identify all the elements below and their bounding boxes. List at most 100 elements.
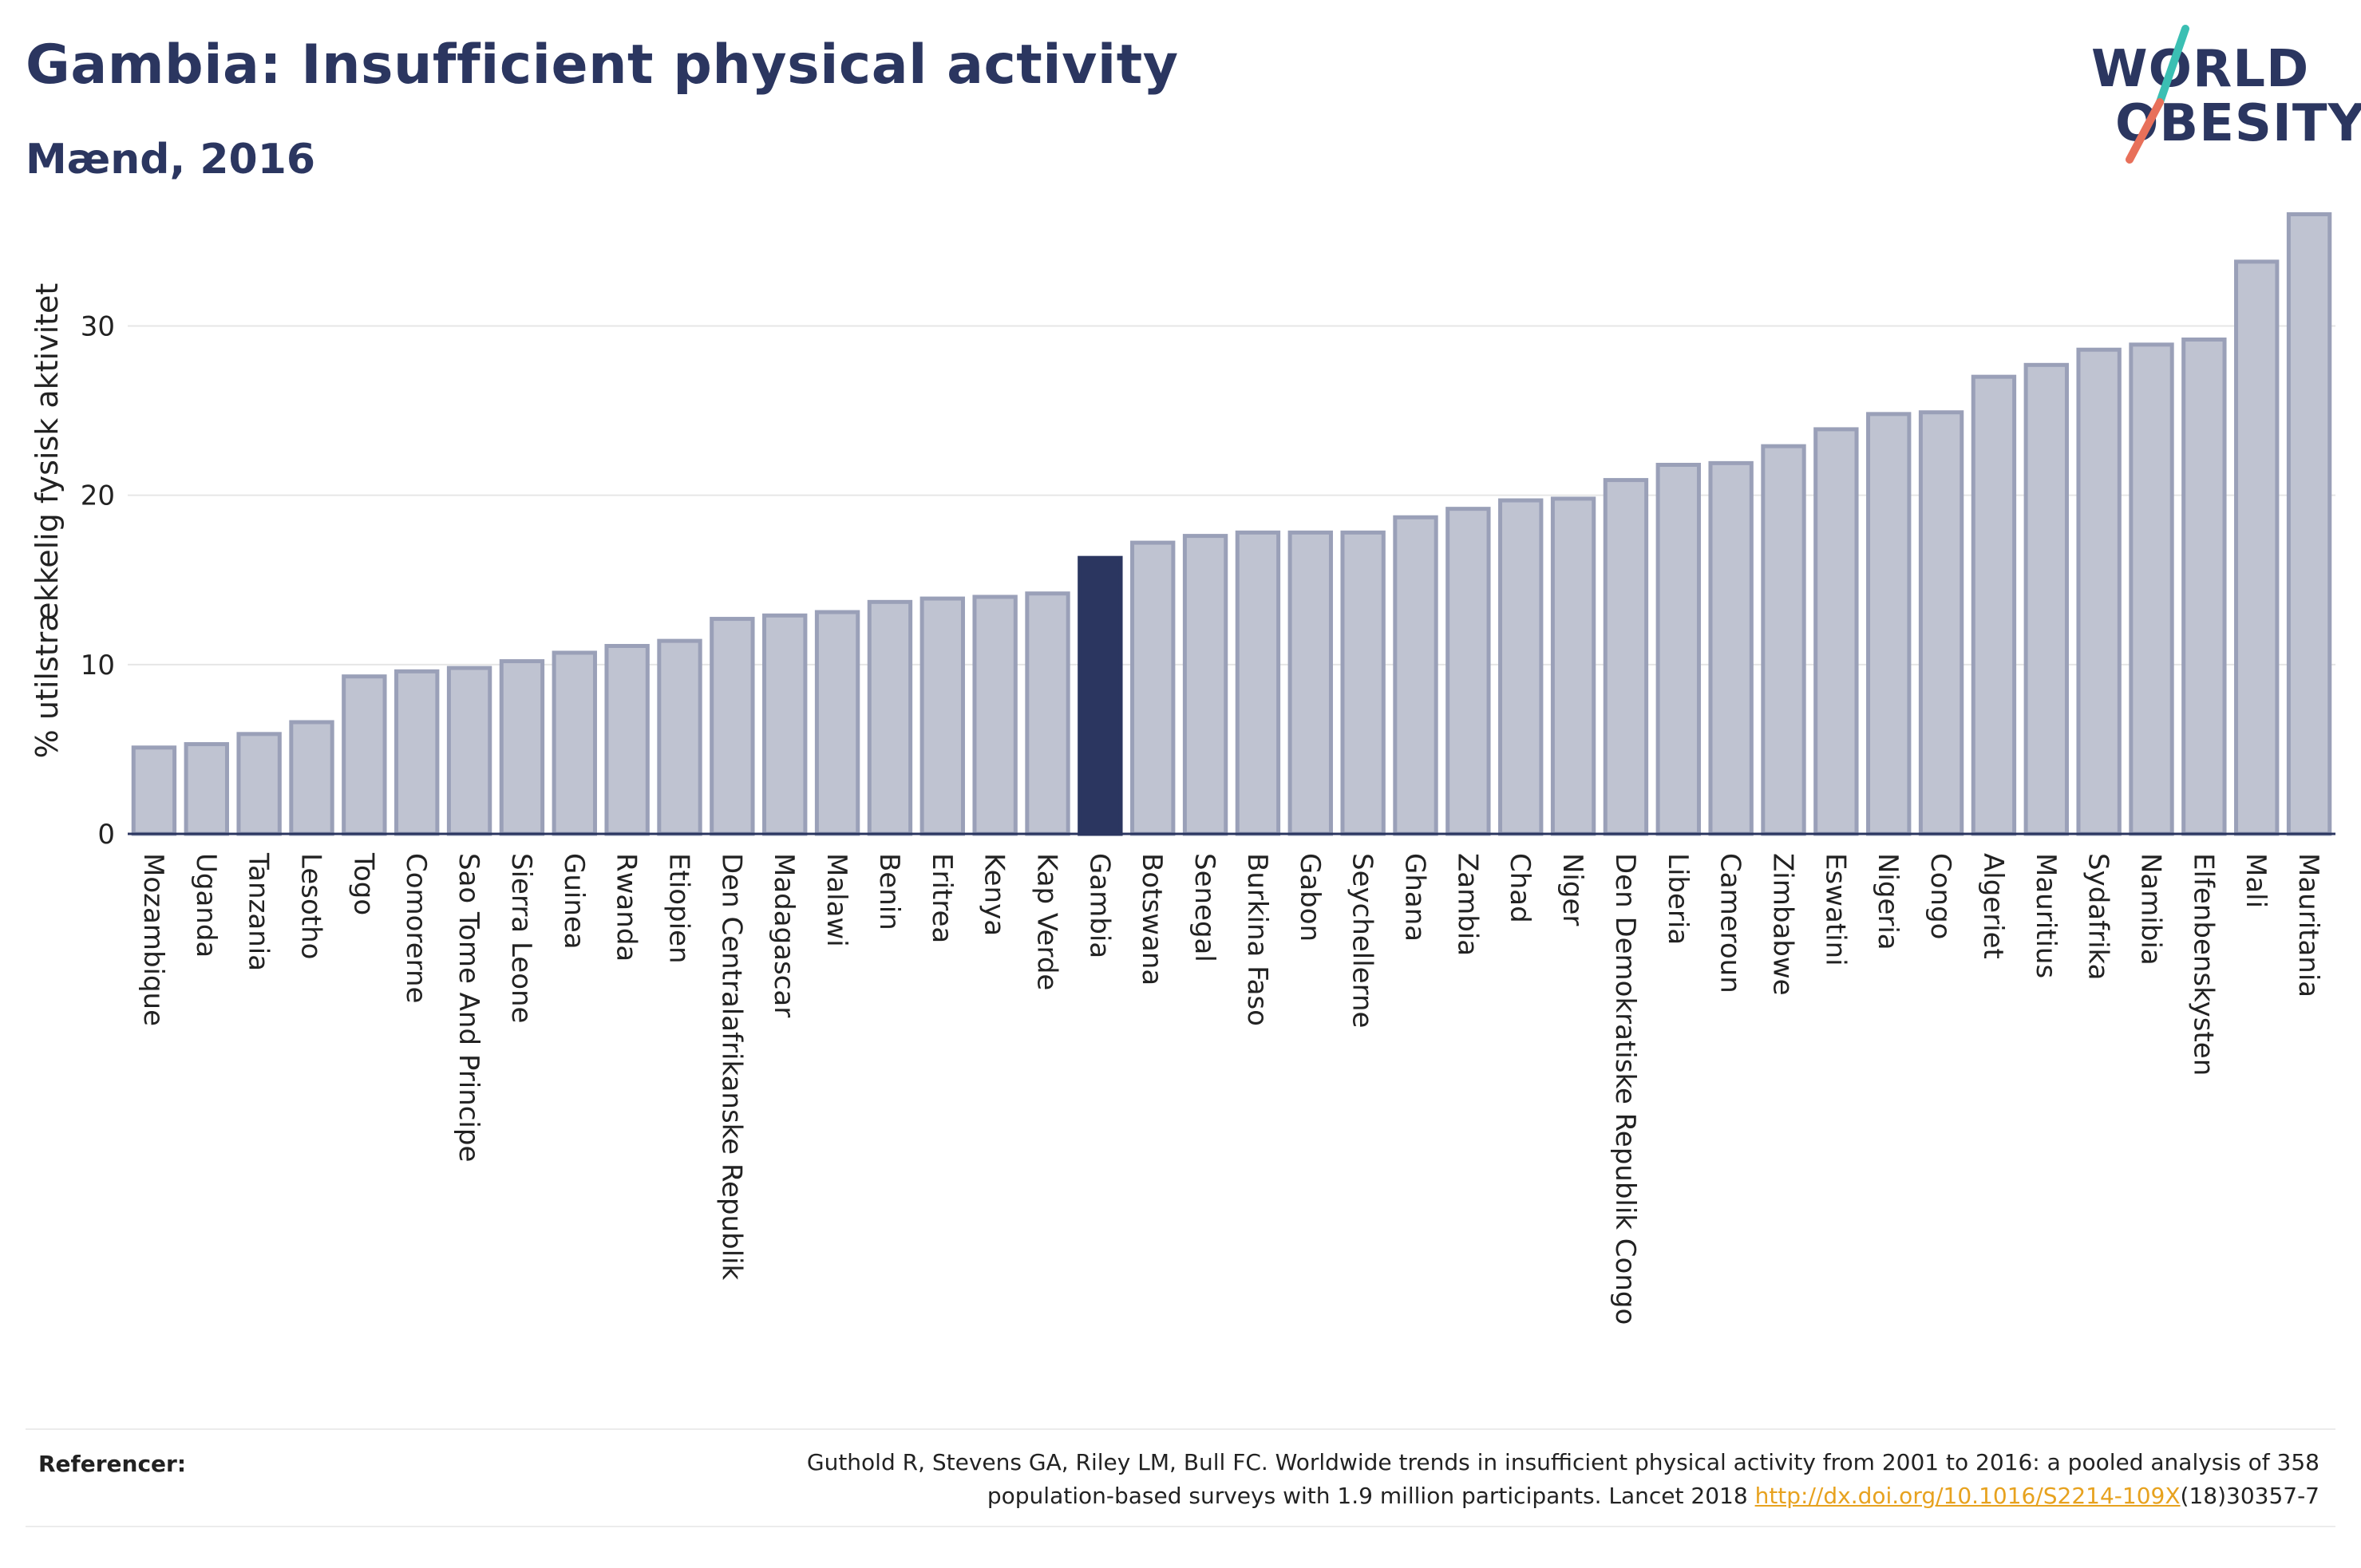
- bar: [1603, 478, 1649, 836]
- x-tick-label: Sierra Leone: [505, 853, 537, 1023]
- bar: [1761, 444, 1806, 836]
- x-tick-label: Benin: [873, 853, 905, 930]
- reference-line-2-suffix: (18)30357-7: [2180, 1483, 2319, 1509]
- bar: [2129, 342, 2174, 836]
- x-tick-label: Ghana: [1399, 853, 1431, 942]
- bar: [814, 610, 860, 836]
- bar-highlight: [1078, 555, 1123, 836]
- bar: [1287, 530, 1333, 836]
- x-tick-label: Uganda: [190, 853, 222, 958]
- x-tick-label: Lesotho: [295, 853, 327, 959]
- world-obesity-logo: WORLD OBESITY: [2075, 24, 2361, 168]
- x-tick-label: Mali: [2240, 853, 2272, 908]
- bar: [2286, 211, 2332, 836]
- bar: [1340, 530, 1386, 836]
- x-tick-label: Niger: [1556, 853, 1588, 926]
- x-tick-label: Burkina Faso: [1241, 853, 1273, 1026]
- bar: [1445, 507, 1491, 836]
- reference-line-1: Guthold R, Stevens GA, Riley LM, Bull FC…: [806, 1449, 2319, 1475]
- x-tick-label: Algeriet: [1977, 853, 2009, 959]
- y-tick-label: 10: [81, 650, 115, 681]
- references-label: Referencer:: [38, 1451, 187, 1477]
- x-tick-label: Mauritania: [2292, 853, 2324, 997]
- bar: [1971, 374, 2017, 836]
- bar: [2234, 259, 2280, 836]
- bar: [131, 745, 177, 836]
- bar: [972, 594, 1018, 836]
- y-tick-label: 30: [81, 311, 115, 343]
- y-tick-label: 20: [81, 480, 115, 512]
- bar: [499, 659, 545, 836]
- bar: [236, 732, 282, 836]
- bar: [184, 742, 229, 836]
- x-tick-label: Namibia: [2135, 853, 2167, 966]
- x-tick-label: Comorerne: [400, 853, 432, 1003]
- bar: [1866, 412, 1912, 836]
- reference-line-2-prefix: population-based surveys with 1.9 millio…: [987, 1483, 1755, 1509]
- bar: [867, 599, 913, 836]
- x-tick-label: Senegal: [1188, 853, 1220, 962]
- x-tick-label: Den Demokratiske Republik Congo: [1609, 853, 1641, 1325]
- x-tick-label: Mauritius: [2030, 853, 2062, 978]
- bar: [1498, 498, 1544, 836]
- x-tick-label: Sao Tome And Principe: [453, 853, 484, 1162]
- x-tick-label: Den Centralafrikanske Republik: [715, 853, 747, 1280]
- x-tick-label: Rwanda: [611, 853, 643, 962]
- bar: [919, 596, 965, 836]
- bar: [1655, 462, 1701, 836]
- reference-line-2: population-based surveys with 1.9 millio…: [807, 1479, 2319, 1513]
- bar-chart: 0 10 20 30 % utilstrækkelig fysisk aktivitet…: [30, 211, 2335, 1325]
- x-tick-label: Congo: [1924, 853, 1956, 939]
- y-axis-label: % utilstrækkelig fysisk aktivitet: [30, 283, 65, 759]
- bar: [394, 669, 440, 836]
- bar: [1025, 591, 1070, 836]
- bar: [1813, 427, 1859, 836]
- bar: [1550, 496, 1596, 836]
- references-section: Referencer: Guthold R, Stevens GA, Riley…: [26, 1428, 2335, 1527]
- bar: [604, 644, 650, 836]
- x-tick-label: Liberia: [1662, 853, 1694, 945]
- x-tick-label: Zambia: [1451, 853, 1483, 956]
- bar: [1130, 540, 1176, 836]
- logo-text-world: WORLD: [2091, 40, 2310, 99]
- bar: [446, 666, 492, 836]
- bar: [289, 720, 334, 836]
- bar: [762, 613, 808, 836]
- x-tick-label: Malawi: [821, 853, 852, 947]
- bar: [1393, 515, 1438, 836]
- x-tick-label: Eswatini: [1819, 853, 1851, 966]
- chart-title: Gambia: Insufficient physical activity: [26, 34, 1179, 97]
- bar: [342, 674, 387, 836]
- x-tick-label: Cameroun: [1714, 853, 1746, 993]
- bar: [1182, 534, 1228, 836]
- bar: [710, 617, 755, 836]
- bar: [1918, 410, 1964, 836]
- bar: [2023, 362, 2069, 836]
- x-tick-label: Kenya: [979, 853, 1010, 936]
- references-text: Guthold R, Stevens GA, Riley LM, Bull FC…: [807, 1446, 2319, 1513]
- x-tick-label: Mozambique: [137, 853, 169, 1026]
- bar: [552, 650, 597, 836]
- x-tick-label: Zimbabwe: [1767, 853, 1799, 996]
- x-tick-label: Kap Verde: [1031, 853, 1063, 990]
- x-tick-label: Etiopien: [663, 853, 695, 964]
- bar: [1708, 460, 1754, 836]
- x-tick-label: Guinea: [558, 853, 590, 950]
- logo-slash-icon: [2126, 25, 2189, 164]
- x-tick-label: Elfenbenskysten: [2187, 853, 2219, 1076]
- bar: [657, 638, 702, 836]
- x-tick-label: Botswana: [1136, 853, 1168, 985]
- x-tick-label: Madagascar: [768, 853, 800, 1017]
- x-tick-label: Eritrea: [926, 853, 958, 943]
- bar: [2076, 347, 2122, 836]
- y-tick-label: 0: [97, 819, 115, 851]
- x-tick-label: Seychellerne: [1347, 853, 1378, 1028]
- x-tick-label: Sydafrika: [2082, 853, 2114, 980]
- x-tick-label: Nigeria: [1872, 853, 1904, 950]
- bar: [1235, 530, 1281, 836]
- doi-link[interactable]: http://dx.doi.org/10.1016/S2214-109X: [1754, 1483, 2181, 1509]
- chart-subtitle: Mænd, 2016: [26, 136, 316, 184]
- x-tick-label: Togo: [347, 852, 379, 915]
- x-tick-label: Tanzania: [243, 852, 275, 971]
- x-tick-label: Gabon: [1294, 853, 1326, 942]
